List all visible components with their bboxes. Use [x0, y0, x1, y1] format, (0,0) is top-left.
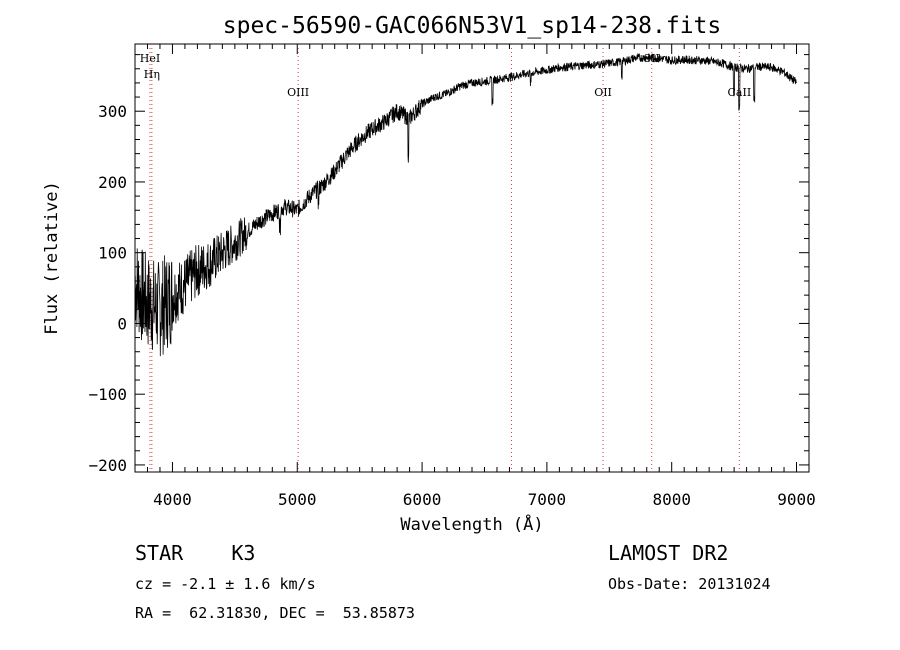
- axis-ticks: 4000 5000 6000 7000 8000 9000 −200 −100 0 100 200 3…: [88, 44, 816, 509]
- y-tick-label: 0: [117, 314, 127, 333]
- line-marker-label: Hη: [144, 68, 160, 81]
- x-tick-label: 8000: [652, 490, 691, 509]
- y-axis-label: Flux (relative): [42, 181, 62, 335]
- chart-title: spec-56590-GAC066N53V1_sp14-238.fits: [223, 13, 722, 39]
- obs-date-label: Obs-Date: 20131024: [608, 575, 771, 593]
- y-tick-label: 300: [98, 102, 127, 121]
- x-tick-label: 9000: [777, 490, 816, 509]
- y-tick-label: −200: [88, 456, 127, 475]
- line-marker-label: OIII: [287, 86, 309, 99]
- x-tick-label: 7000: [528, 490, 567, 509]
- coordinates-label: RA = 62.31830, DEC = 53.85873: [135, 604, 415, 622]
- line-marker-label: HeI: [140, 52, 160, 65]
- x-tick-label: 4000: [153, 490, 192, 509]
- x-axis-label: Wavelength (Å): [400, 513, 543, 535]
- redshift-label: cz = -2.1 ± 1.6 km/s: [135, 575, 316, 593]
- survey-label: LAMOST DR2: [608, 541, 729, 565]
- line-marker-label: OII: [594, 86, 612, 99]
- x-tick-label: 5000: [278, 490, 317, 509]
- object-class-label: STAR K3: [135, 541, 256, 565]
- y-tick-label: 200: [98, 173, 127, 192]
- y-tick-label: −100: [88, 385, 127, 404]
- y-tick-label: 100: [98, 244, 127, 263]
- line-marker-label: CaII: [728, 86, 752, 99]
- spectrum-line: [134, 52, 797, 357]
- x-tick-label: 6000: [403, 490, 442, 509]
